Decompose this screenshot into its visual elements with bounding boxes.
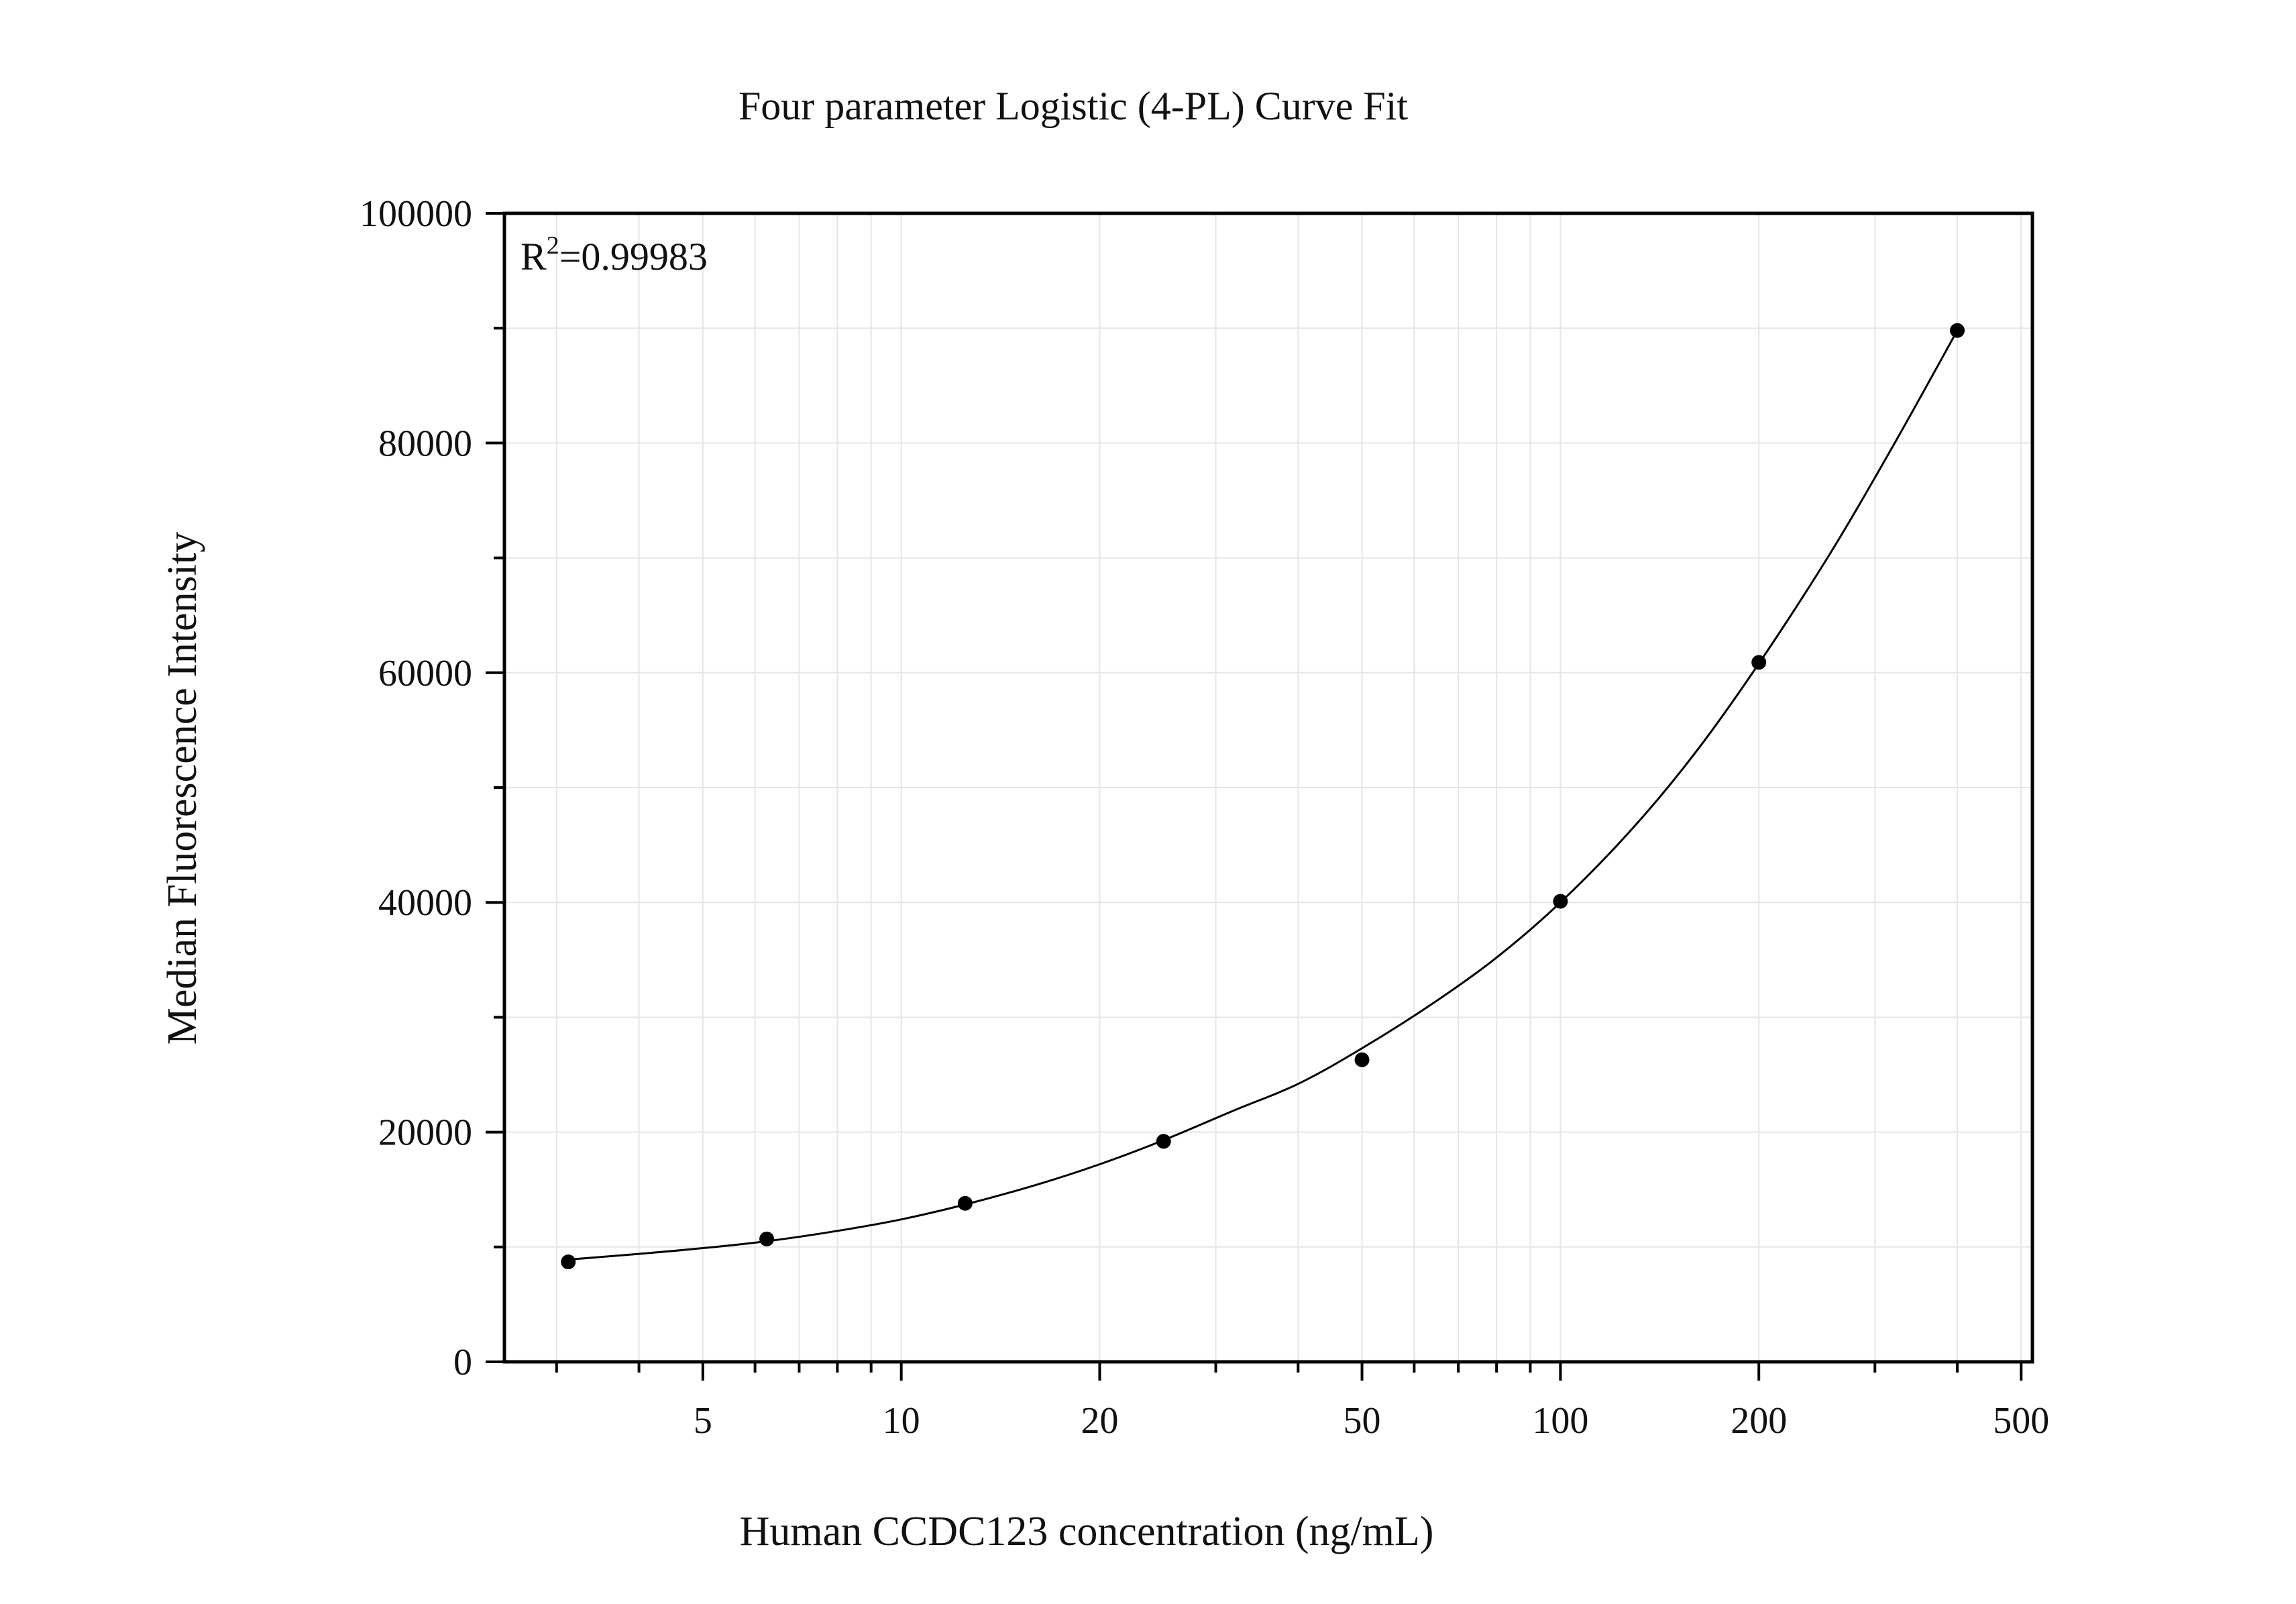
r-squared-annotation: R2=0.99983 [521,231,708,278]
x-tick-label: 20 [1081,1400,1118,1442]
data-point [1354,1052,1370,1067]
y-tick-label: 100000 [360,193,472,235]
data-point [561,1254,576,1270]
fit-curve [568,329,1959,1261]
r-squared-prefix: R [521,235,547,278]
y-tick-label: 80000 [378,423,472,464]
x-tick-label: 500 [1993,1400,2049,1442]
data-point [759,1231,775,1246]
y-tick-label: 60000 [378,653,472,694]
data-point [1950,323,1965,338]
data-point [1751,655,1767,670]
labels: Four parameter Logistic (4-PL) Curve Fit… [160,84,1433,1554]
axes: 0 20000 40000 60000 80000 100000 5 10 20 50 100 200… [360,193,2049,1442]
fit-curve-group [568,329,1959,1261]
x-tick-label: 100 [1532,1400,1588,1442]
x-tick-label: 50 [1344,1400,1381,1442]
x-tick-label: 10 [883,1400,920,1442]
chart-title: Four parameter Logistic (4-PL) Curve Fit [739,84,1408,128]
y-tick-label: 40000 [378,882,472,924]
x-axis-title: Human CCDC123 concentration (ng/mL) [740,1509,1434,1554]
y-tick-label: 20000 [378,1112,472,1154]
x-tick-label: 5 [694,1400,712,1442]
data-point [1156,1134,1171,1149]
y-tick-label: 0 [453,1342,472,1383]
y-axis-title: Median Fluorescence Intensity [160,532,205,1045]
r-squared-superscript: 2 [547,231,559,260]
grid [504,213,2032,1362]
data-point [957,1195,973,1211]
r-squared-value: =0.99983 [559,235,708,278]
data-point [1553,894,1568,909]
x-tick-label: 200 [1731,1400,1787,1442]
data-points [561,323,1965,1270]
